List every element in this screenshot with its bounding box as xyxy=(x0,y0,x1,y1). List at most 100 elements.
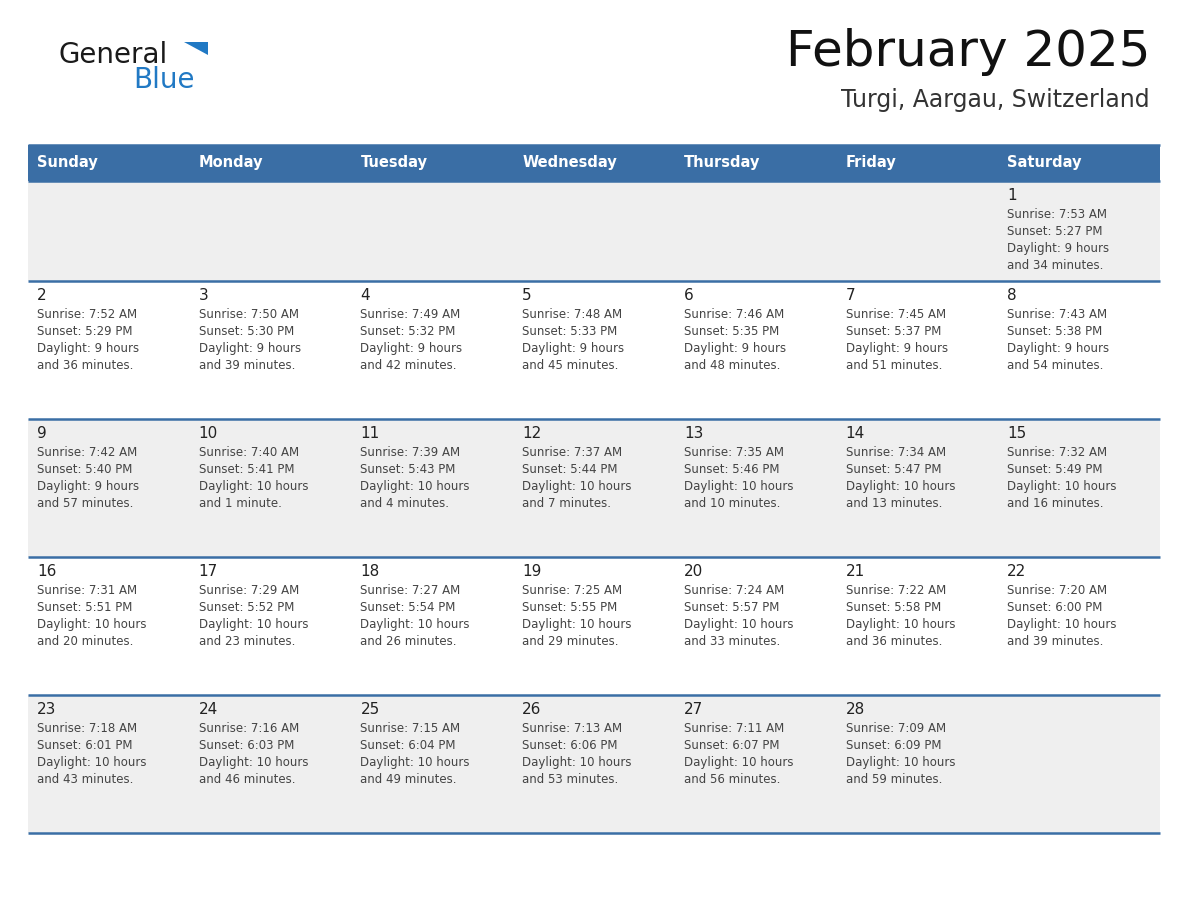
Text: Daylight: 10 hours: Daylight: 10 hours xyxy=(360,618,470,631)
Text: and 42 minutes.: and 42 minutes. xyxy=(360,359,457,372)
Text: and 56 minutes.: and 56 minutes. xyxy=(684,773,781,786)
Text: 8: 8 xyxy=(1007,287,1017,303)
Text: Sunset: 6:04 PM: Sunset: 6:04 PM xyxy=(360,739,456,752)
Text: Daylight: 10 hours: Daylight: 10 hours xyxy=(198,756,308,769)
Text: Daylight: 9 hours: Daylight: 9 hours xyxy=(360,342,462,355)
Text: Daylight: 10 hours: Daylight: 10 hours xyxy=(523,618,632,631)
Bar xyxy=(190,145,352,181)
Text: Sunset: 5:44 PM: Sunset: 5:44 PM xyxy=(523,463,618,476)
Text: Daylight: 10 hours: Daylight: 10 hours xyxy=(523,756,632,769)
Text: Sunrise: 7:52 AM: Sunrise: 7:52 AM xyxy=(37,308,137,321)
Text: and 45 minutes.: and 45 minutes. xyxy=(523,359,619,372)
Text: Sunset: 5:29 PM: Sunset: 5:29 PM xyxy=(37,325,133,338)
Text: 26: 26 xyxy=(523,701,542,717)
Text: Sunrise: 7:35 AM: Sunrise: 7:35 AM xyxy=(684,446,784,459)
Text: 13: 13 xyxy=(684,426,703,441)
Text: and 39 minutes.: and 39 minutes. xyxy=(1007,635,1104,648)
Text: Sunset: 5:27 PM: Sunset: 5:27 PM xyxy=(1007,225,1102,238)
Text: and 10 minutes.: and 10 minutes. xyxy=(684,497,781,510)
Text: Sunrise: 7:46 AM: Sunrise: 7:46 AM xyxy=(684,308,784,321)
Text: Sunrise: 7:16 AM: Sunrise: 7:16 AM xyxy=(198,722,299,735)
Text: 3: 3 xyxy=(198,287,208,303)
Text: Daylight: 10 hours: Daylight: 10 hours xyxy=(684,618,794,631)
Bar xyxy=(29,695,1159,833)
Text: Sunrise: 7:45 AM: Sunrise: 7:45 AM xyxy=(846,308,946,321)
Text: 14: 14 xyxy=(846,426,865,441)
Text: Sunset: 5:38 PM: Sunset: 5:38 PM xyxy=(1007,325,1102,338)
Text: General: General xyxy=(58,41,168,69)
Text: and 57 minutes.: and 57 minutes. xyxy=(37,497,133,510)
Text: Daylight: 9 hours: Daylight: 9 hours xyxy=(1007,342,1110,355)
Text: Turgi, Aargau, Switzerland: Turgi, Aargau, Switzerland xyxy=(841,88,1150,112)
Text: 21: 21 xyxy=(846,564,865,578)
Text: Sunrise: 7:32 AM: Sunrise: 7:32 AM xyxy=(1007,446,1107,459)
Text: and 59 minutes.: and 59 minutes. xyxy=(846,773,942,786)
Text: 11: 11 xyxy=(360,426,380,441)
Text: 10: 10 xyxy=(198,426,217,441)
Bar xyxy=(675,145,836,181)
Text: Sunset: 5:58 PM: Sunset: 5:58 PM xyxy=(846,601,941,614)
Text: 7: 7 xyxy=(846,287,855,303)
Text: Daylight: 10 hours: Daylight: 10 hours xyxy=(1007,618,1117,631)
Bar xyxy=(29,281,1159,419)
Text: and 49 minutes.: and 49 minutes. xyxy=(360,773,457,786)
Bar xyxy=(352,145,513,181)
Text: and 43 minutes.: and 43 minutes. xyxy=(37,773,133,786)
Text: Daylight: 10 hours: Daylight: 10 hours xyxy=(360,756,470,769)
Text: Sunrise: 7:50 AM: Sunrise: 7:50 AM xyxy=(198,308,298,321)
Text: 5: 5 xyxy=(523,287,532,303)
Text: and 33 minutes.: and 33 minutes. xyxy=(684,635,781,648)
Text: and 34 minutes.: and 34 minutes. xyxy=(1007,259,1104,272)
Text: Sunset: 5:55 PM: Sunset: 5:55 PM xyxy=(523,601,618,614)
Text: Daylight: 10 hours: Daylight: 10 hours xyxy=(523,480,632,493)
Text: Sunset: 5:32 PM: Sunset: 5:32 PM xyxy=(360,325,456,338)
Text: Sunrise: 7:11 AM: Sunrise: 7:11 AM xyxy=(684,722,784,735)
Text: 16: 16 xyxy=(37,564,56,578)
Text: Sunset: 6:01 PM: Sunset: 6:01 PM xyxy=(37,739,133,752)
Bar xyxy=(998,145,1159,181)
Text: Sunrise: 7:20 AM: Sunrise: 7:20 AM xyxy=(1007,584,1107,597)
Text: 1: 1 xyxy=(1007,187,1017,203)
Text: Sunrise: 7:53 AM: Sunrise: 7:53 AM xyxy=(1007,208,1107,221)
Text: 2: 2 xyxy=(37,287,46,303)
Text: Sunrise: 7:40 AM: Sunrise: 7:40 AM xyxy=(198,446,299,459)
Text: Sunset: 5:51 PM: Sunset: 5:51 PM xyxy=(37,601,132,614)
Text: Sunrise: 7:39 AM: Sunrise: 7:39 AM xyxy=(360,446,461,459)
Text: Sunset: 6:00 PM: Sunset: 6:00 PM xyxy=(1007,601,1102,614)
Text: and 48 minutes.: and 48 minutes. xyxy=(684,359,781,372)
Text: Sunset: 5:46 PM: Sunset: 5:46 PM xyxy=(684,463,779,476)
Text: 9: 9 xyxy=(37,426,46,441)
Text: and 16 minutes.: and 16 minutes. xyxy=(1007,497,1104,510)
Text: 27: 27 xyxy=(684,701,703,717)
Text: Monday: Monday xyxy=(198,155,264,171)
Text: Daylight: 9 hours: Daylight: 9 hours xyxy=(37,342,139,355)
Text: Tuesday: Tuesday xyxy=(360,155,428,171)
Text: Daylight: 9 hours: Daylight: 9 hours xyxy=(1007,242,1110,255)
Text: and 51 minutes.: and 51 minutes. xyxy=(846,359,942,372)
Text: Sunrise: 7:27 AM: Sunrise: 7:27 AM xyxy=(360,584,461,597)
Text: 23: 23 xyxy=(37,701,56,717)
Text: Sunrise: 7:24 AM: Sunrise: 7:24 AM xyxy=(684,584,784,597)
Polygon shape xyxy=(184,42,208,55)
Text: and 46 minutes.: and 46 minutes. xyxy=(198,773,295,786)
Text: 6: 6 xyxy=(684,287,694,303)
Text: Wednesday: Wednesday xyxy=(523,155,617,171)
Text: Sunset: 5:41 PM: Sunset: 5:41 PM xyxy=(198,463,295,476)
Text: Sunset: 5:37 PM: Sunset: 5:37 PM xyxy=(846,325,941,338)
Text: 24: 24 xyxy=(198,701,217,717)
Text: Sunrise: 7:42 AM: Sunrise: 7:42 AM xyxy=(37,446,138,459)
Text: 18: 18 xyxy=(360,564,380,578)
Text: Daylight: 10 hours: Daylight: 10 hours xyxy=(1007,480,1117,493)
Text: Sunset: 5:57 PM: Sunset: 5:57 PM xyxy=(684,601,779,614)
Text: 12: 12 xyxy=(523,426,542,441)
Text: Sunset: 5:54 PM: Sunset: 5:54 PM xyxy=(360,601,456,614)
Bar xyxy=(29,557,1159,695)
Text: and 29 minutes.: and 29 minutes. xyxy=(523,635,619,648)
Text: Sunset: 5:52 PM: Sunset: 5:52 PM xyxy=(198,601,295,614)
Text: 4: 4 xyxy=(360,287,369,303)
Bar xyxy=(29,419,1159,557)
Text: Daylight: 10 hours: Daylight: 10 hours xyxy=(37,618,146,631)
Text: Sunset: 5:43 PM: Sunset: 5:43 PM xyxy=(360,463,456,476)
Text: 17: 17 xyxy=(198,564,217,578)
Text: Sunrise: 7:15 AM: Sunrise: 7:15 AM xyxy=(360,722,461,735)
